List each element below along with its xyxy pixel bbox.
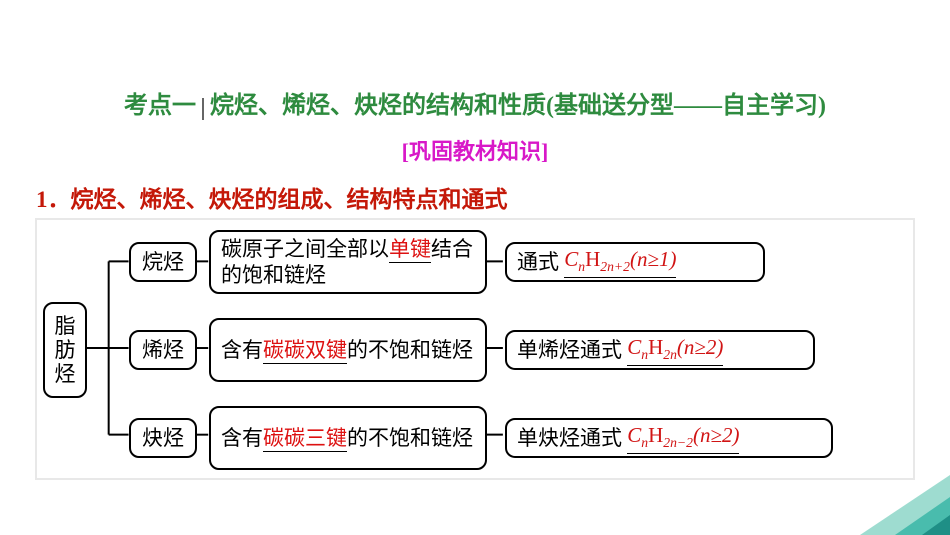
title-rest: 烷烃、烯烃、炔烃的结构和性质(基础送分型——自主学习) — [210, 93, 826, 119]
formula-expr: CnH2n(n≥2) — [627, 334, 723, 365]
description-node: 碳原子之间全部以单键结合的饱和链烃 — [209, 230, 487, 294]
formula-prefix: 单烯烃通式 — [517, 337, 622, 363]
description-node: 含有碳碳三键的不饱和链烃 — [209, 406, 487, 470]
subtitle: [巩固教材知识] — [0, 134, 950, 166]
root-char-0: 脂 — [55, 314, 76, 338]
section-heading: 1．烷烃、烯烃、炔烃的组成、结构特点和通式 — [36, 180, 508, 214]
category-node: 烯烃 — [129, 330, 197, 370]
root-char-2: 烃 — [55, 362, 76, 386]
root-node: 脂 肪 烃 — [43, 302, 87, 398]
formula-expr: CnH2n−2(n≥2) — [627, 422, 739, 453]
title-prefix: 考点一 — [124, 93, 196, 119]
category-node: 烷烃 — [129, 242, 197, 282]
formula-prefix: 单炔烃通式 — [517, 425, 622, 451]
title-divider — [202, 98, 204, 120]
section-heading-text: 1．烷烃、烯烃、炔烃的组成、结构特点和通式 — [36, 187, 508, 212]
description-node: 含有碳碳双键的不饱和链烃 — [209, 318, 487, 382]
formula-node: 通式 CnH2n+2(n≥1) — [505, 242, 765, 282]
concept-tree-diagram: 脂 肪 烃 烷烃碳原子之间全部以单键结合的饱和链烃通式 CnH2n+2(n≥1)… — [35, 218, 915, 480]
subtitle-text: [巩固教材知识] — [402, 139, 549, 164]
page-title: 考点一 烷烃、烯烃、炔烃的结构和性质(基础送分型——自主学习) — [0, 85, 950, 120]
formula-node: 单炔烃通式 CnH2n−2(n≥2) — [505, 418, 833, 458]
formula-prefix: 通式 — [517, 249, 559, 275]
category-node: 炔烃 — [129, 418, 197, 458]
formula-node: 单烯烃通式 CnH2n(n≥2) — [505, 330, 815, 370]
root-char-1: 肪 — [55, 338, 76, 362]
formula-expr: CnH2n+2(n≥1) — [564, 246, 676, 277]
